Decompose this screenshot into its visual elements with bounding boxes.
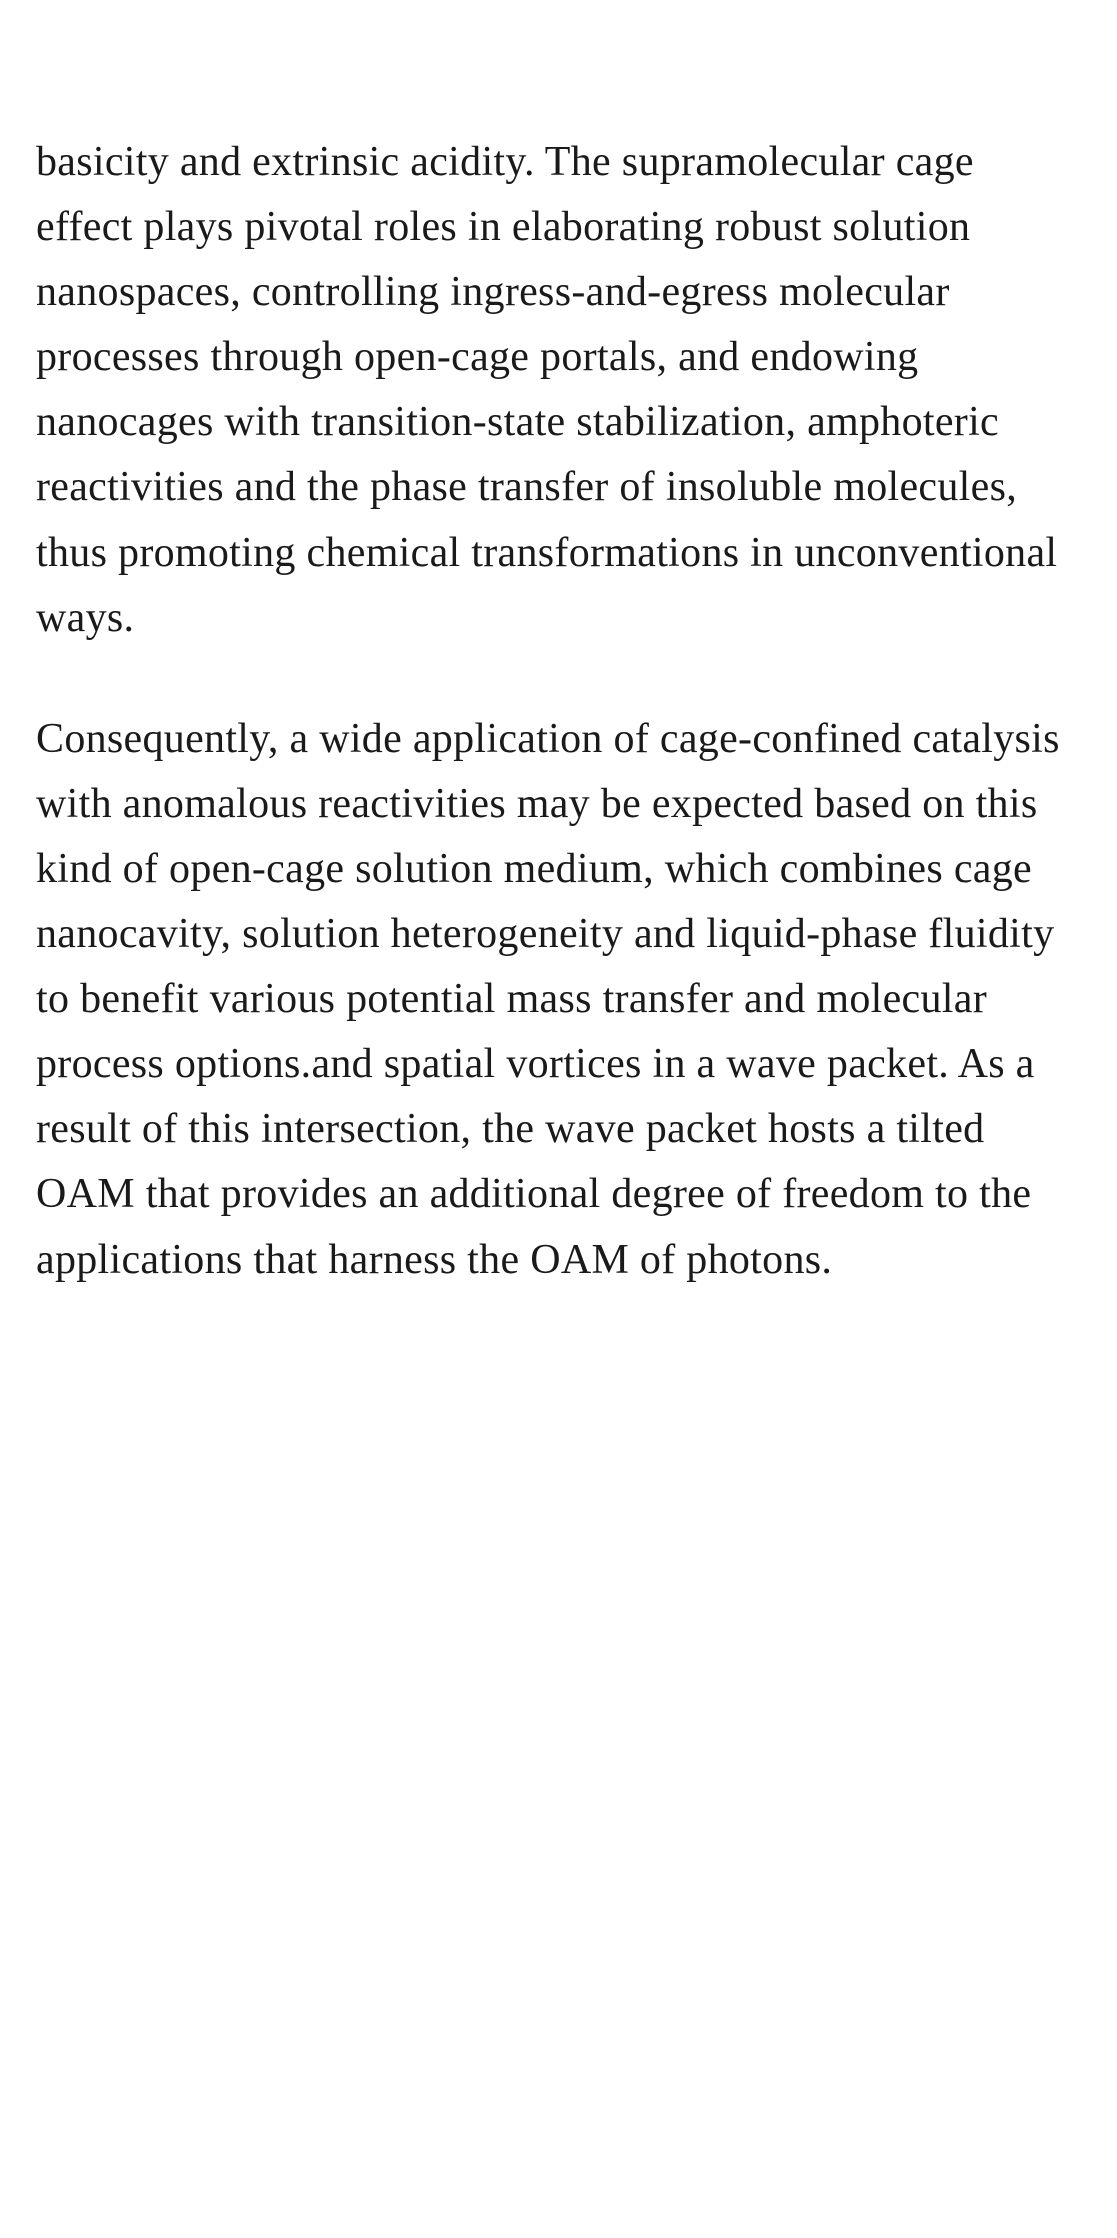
document-body: basicity and extrinsic acidity. The supr… (36, 130, 1069, 1293)
paragraph-1: basicity and extrinsic acidity. The supr… (36, 130, 1069, 651)
paragraph-2: Consequently, a wide application of cage… (36, 707, 1069, 1293)
